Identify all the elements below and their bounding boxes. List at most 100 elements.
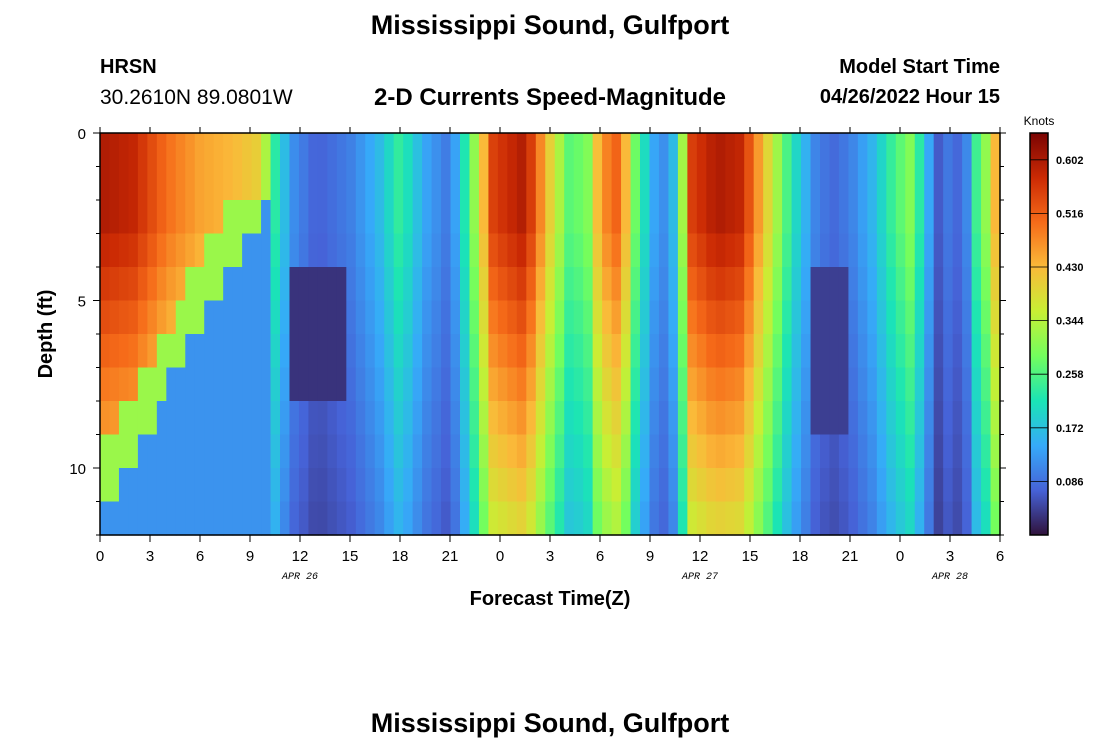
heatmap-cell (478, 501, 490, 536)
heatmap-cell (990, 133, 1001, 168)
heatmap-cell (100, 233, 111, 268)
heatmap-cell (516, 401, 527, 436)
heatmap-cell (895, 367, 906, 402)
heatmap-cell (242, 468, 253, 503)
heatmap-cell (971, 133, 982, 168)
heatmap-cell (924, 367, 935, 402)
heatmap-cell (801, 334, 812, 369)
heatmap-cell (734, 267, 745, 302)
heatmap-cell (763, 367, 774, 402)
heatmap-cell (128, 468, 139, 503)
heatmap-cell (156, 233, 167, 268)
heatmap-cell (696, 367, 707, 402)
heatmap-cell (677, 300, 688, 335)
heatmap-cell (441, 133, 452, 168)
heatmap-cell (535, 367, 546, 402)
heatmap-cell (763, 267, 774, 302)
x-tick-label: 12 (292, 548, 309, 565)
heatmap-cell (829, 367, 840, 402)
heatmap-cell (867, 233, 878, 268)
heatmap-cell (109, 367, 120, 402)
heatmap-cell (128, 501, 139, 536)
heatmap-cell (507, 166, 518, 201)
heatmap-cell (573, 166, 584, 201)
heatmap-cell (876, 367, 887, 402)
heatmap-cell (857, 267, 868, 302)
heatmap-cell (223, 468, 234, 503)
heatmap-cell (393, 334, 404, 369)
heatmap-cell (261, 300, 272, 335)
heatmap-cell (640, 300, 651, 335)
heatmap-cell (706, 133, 717, 168)
heatmap-cell (573, 401, 584, 436)
heatmap-cell (412, 501, 423, 536)
heatmap-cell (526, 233, 537, 268)
heatmap-cell (478, 401, 490, 436)
heatmap-cell (175, 367, 186, 402)
heatmap-cell (810, 133, 821, 168)
heatmap-cell (962, 434, 973, 469)
heatmap-cell (791, 367, 802, 402)
heatmap-cell (251, 401, 262, 436)
heatmap-cell (838, 434, 850, 469)
heatmap-cell (289, 233, 300, 268)
heatmap-cell (156, 267, 167, 302)
heatmap-cell (298, 401, 310, 436)
heatmap-cell (857, 133, 868, 168)
heatmap-cell (658, 401, 670, 436)
heatmap-cell (118, 267, 130, 302)
heatmap-cell (232, 133, 243, 168)
heatmap-cell (753, 434, 764, 469)
heatmap-cell (744, 133, 755, 168)
heatmap-cell (488, 267, 499, 302)
heatmap-cell (876, 434, 887, 469)
heatmap-cell (478, 300, 490, 335)
heatmap-cell (365, 233, 376, 268)
heatmap-cell (403, 401, 414, 436)
heatmap-cell (166, 133, 177, 168)
heatmap-cell (564, 468, 575, 503)
heatmap-cell (981, 300, 992, 335)
heatmap-cell (621, 501, 632, 536)
heatmap-cell (185, 300, 196, 335)
heatmap-cell (213, 166, 224, 201)
heatmap-cell (147, 501, 158, 536)
heatmap-cell (848, 334, 859, 369)
heatmap-cell (535, 401, 546, 436)
heatmap-cell (838, 133, 850, 168)
heatmap-cell (194, 267, 205, 302)
heatmap-cell (753, 166, 764, 201)
heatmap-cell (554, 401, 565, 436)
heatmap-cell (962, 300, 973, 335)
heatmap-cell (772, 133, 783, 168)
heatmap-cell (649, 501, 660, 536)
heatmap-cell (971, 501, 982, 536)
heatmap-cell (602, 468, 613, 503)
heatmap-cell (336, 133, 347, 168)
heatmap-cell (317, 133, 328, 168)
heatmap-cell (914, 200, 925, 235)
heatmap-cell (298, 267, 310, 302)
heatmap-cell (469, 133, 480, 168)
heatmap-cell (602, 133, 613, 168)
heatmap-cell (943, 267, 954, 302)
heatmap-cell (886, 267, 897, 302)
heatmap-cell (280, 334, 291, 369)
heatmap-cell (497, 133, 508, 168)
heatmap-cell (933, 233, 944, 268)
heatmap-cell (355, 401, 366, 436)
heatmap-cell (280, 133, 291, 168)
heatmap-cell (677, 267, 688, 302)
heatmap-cell (166, 334, 177, 369)
heatmap-cell (630, 200, 641, 235)
heatmap-cell (261, 434, 272, 469)
heatmap-cell (118, 334, 130, 369)
heatmap-cell (450, 334, 461, 369)
heatmap-cell (384, 133, 395, 168)
heatmap-cell (876, 468, 887, 503)
heatmap-cell (782, 401, 793, 436)
x-tick-label: 21 (842, 548, 859, 565)
heatmap-cell (526, 200, 537, 235)
heatmap-cell (725, 300, 736, 335)
heatmap-cell (469, 166, 480, 201)
